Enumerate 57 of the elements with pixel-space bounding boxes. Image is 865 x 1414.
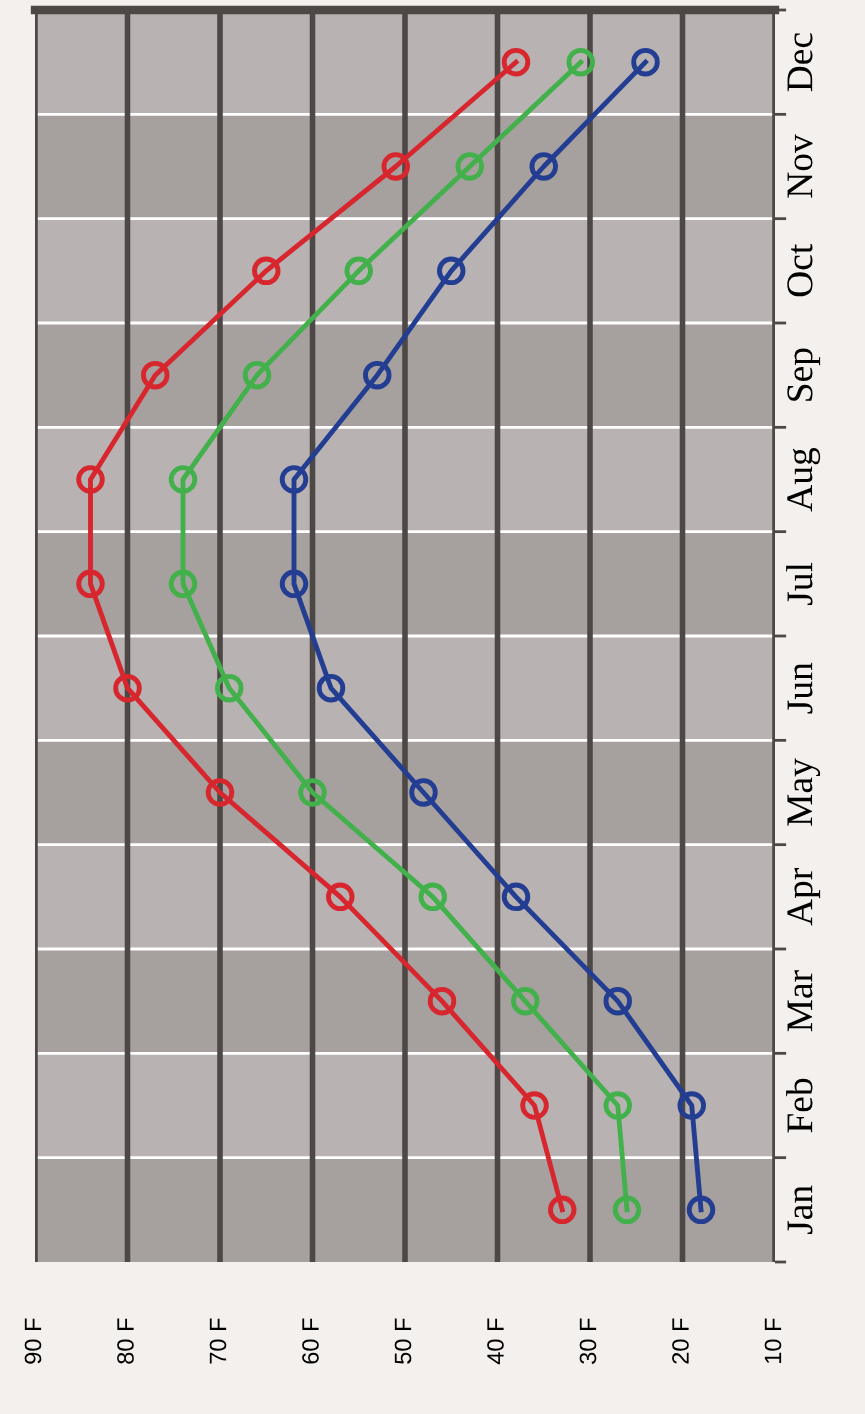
- point: [511, 986, 540, 1016]
- point: [418, 882, 447, 912]
- point: [279, 465, 309, 494]
- point: [363, 360, 392, 390]
- point: [76, 465, 105, 494]
- y-tick-label: Jul: [786, 562, 813, 605]
- point: [529, 152, 558, 181]
- point: [501, 882, 531, 912]
- point: [316, 673, 346, 703]
- y-tick-label: Oct: [787, 243, 813, 297]
- x-tick-label: 70 F: [209, 1318, 227, 1364]
- point: [279, 569, 309, 599]
- point: [409, 778, 438, 807]
- y-tick-label: Jun: [787, 662, 813, 714]
- point: [437, 256, 466, 286]
- point: [252, 256, 281, 286]
- point: [455, 152, 484, 181]
- point: [381, 152, 410, 181]
- point: [548, 1195, 577, 1225]
- point: [344, 256, 373, 286]
- x-tick-label: 90 F: [24, 1318, 42, 1364]
- point: [168, 569, 198, 599]
- point: [612, 1195, 642, 1225]
- y-tick-label: Nov: [787, 134, 813, 198]
- y-tick-label: Aug: [787, 447, 821, 512]
- point: [603, 986, 632, 1016]
- y-tick-label: Mar: [787, 970, 813, 1032]
- y-tick-label: Jan: [787, 1185, 813, 1235]
- y-tick-label: Feb: [786, 1078, 813, 1133]
- point: [603, 1091, 632, 1120]
- x-tick-label: 10 F: [764, 1318, 782, 1363]
- x-tick-label: 80 F: [117, 1318, 134, 1364]
- point: [686, 1195, 716, 1225]
- point: [566, 47, 595, 77]
- point: [113, 673, 142, 703]
- point: [205, 778, 235, 807]
- point: [326, 882, 355, 912]
- point: [677, 1091, 706, 1120]
- point: [520, 1091, 549, 1120]
- point: [242, 360, 272, 390]
- y-tick-label: Dec: [787, 33, 813, 92]
- x-tick-label: 20 F: [672, 1318, 689, 1364]
- point: [215, 673, 244, 703]
- x-tick-label: 40 F: [487, 1318, 504, 1365]
- x-tick-label: 50 F: [394, 1318, 412, 1364]
- y-tick-label: Sep: [787, 348, 821, 401]
- y-tick-label: Apr: [787, 868, 821, 926]
- point: [427, 986, 457, 1016]
- x-tick-label: 60 F: [302, 1318, 319, 1364]
- point: [168, 465, 198, 494]
- point: [501, 47, 531, 77]
- point: [141, 360, 170, 390]
- point: [298, 778, 327, 807]
- y-tick-label: May: [787, 758, 821, 826]
- x-tick-label: 30 F: [579, 1318, 597, 1364]
- point: [631, 47, 660, 77]
- point: [76, 569, 105, 599]
